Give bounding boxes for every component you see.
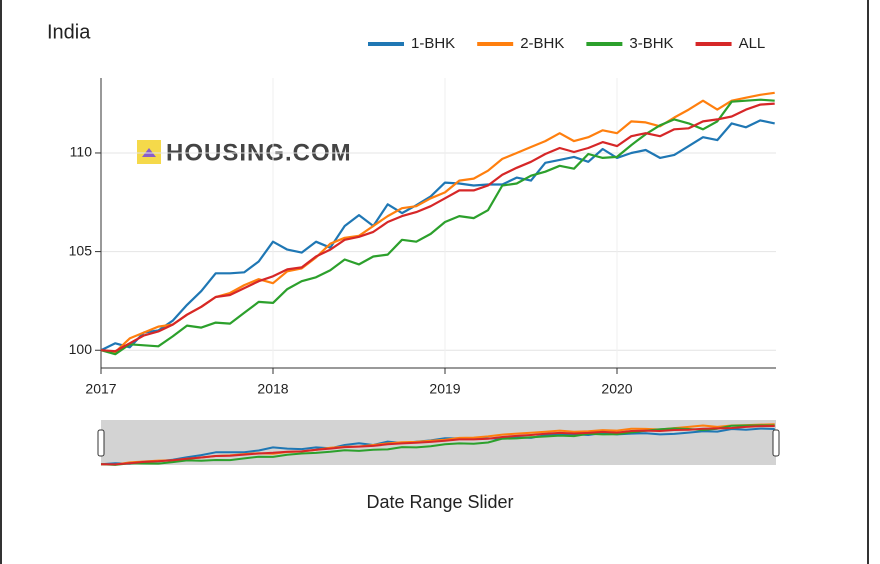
y-tick-label: 105 xyxy=(69,242,93,258)
legend-label: 3-BHK xyxy=(629,35,673,52)
legend-label: ALL xyxy=(739,35,766,52)
x-tick-label: 2018 xyxy=(257,381,288,397)
range-slider xyxy=(101,420,776,465)
line xyxy=(100,102,775,353)
line xyxy=(100,119,775,352)
y-tick-label: 110 xyxy=(70,144,93,160)
slider-handle[interactable] xyxy=(97,429,105,457)
line xyxy=(100,98,775,356)
legend-label: 2-BHK xyxy=(520,35,564,52)
x-tick-label: 2019 xyxy=(429,381,460,397)
x-tick-label: 2017 xyxy=(85,381,116,397)
slider-line xyxy=(100,424,775,466)
slider-label: Date Range Slider xyxy=(366,492,513,512)
chart-title: India xyxy=(47,21,91,43)
slider-line xyxy=(100,425,775,466)
x-tick-label: 2020 xyxy=(601,381,632,397)
slider-handle[interactable] xyxy=(772,429,780,457)
legend-label: 1-BHK xyxy=(411,35,455,52)
y-tick-label: 100 xyxy=(69,341,93,357)
